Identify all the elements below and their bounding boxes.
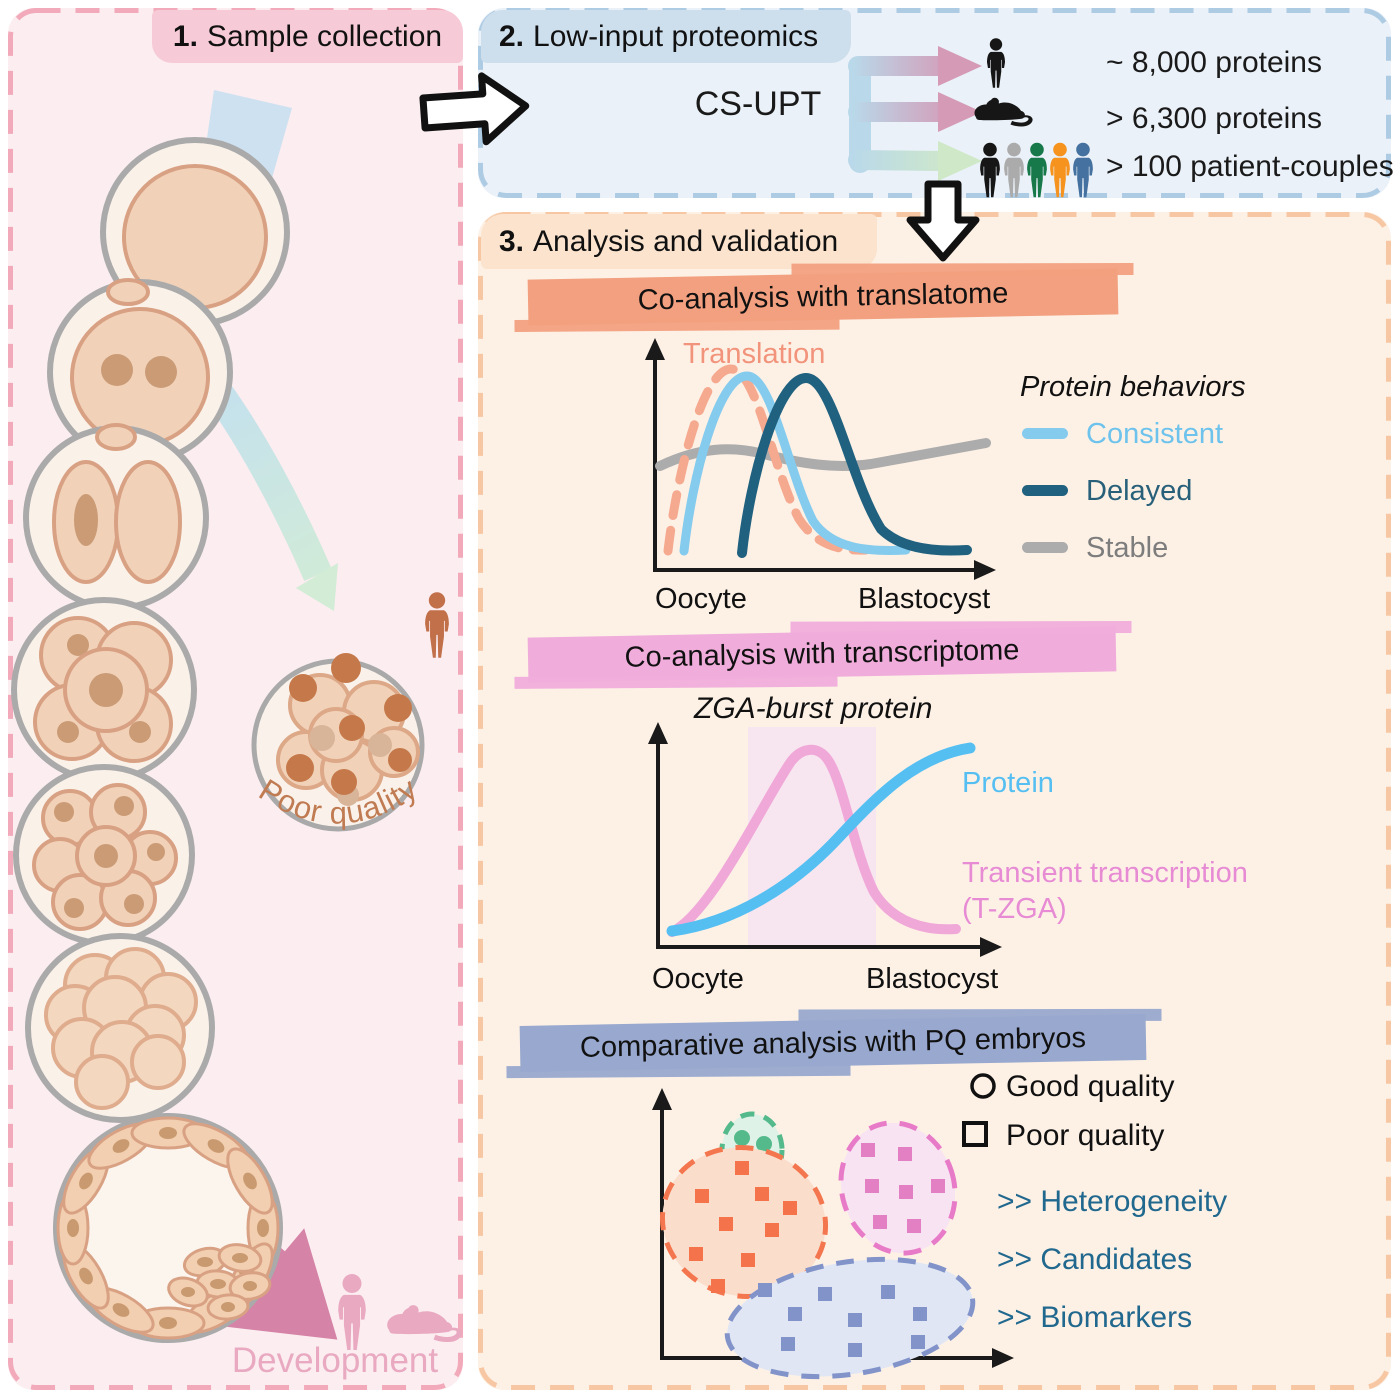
panel3-number: 3. (499, 224, 525, 258)
panel2-title-label: Low-input proteomics (533, 19, 819, 53)
panel3-title: 3. Analysis and validation (481, 214, 877, 269)
panel3-title-label: Analysis and validation (533, 224, 839, 258)
analysis-validation-panel (478, 212, 1391, 1390)
panel2-number: 2. (499, 19, 525, 53)
panel1-title-label: Sample collection (206, 19, 443, 53)
sample-collection-panel (8, 8, 463, 1390)
panel1-number: 1. (172, 19, 198, 53)
human-proteins-count: ~ 8,000 proteins (1106, 46, 1322, 79)
mouse-proteins-count: > 6,300 proteins (1106, 102, 1322, 135)
panel1-title: 1. Sample collection (152, 10, 463, 63)
transcriptome-band-label: Co-analysis with transcriptome (624, 634, 1020, 674)
panel2-title: 2. Low-input proteomics (481, 10, 851, 63)
comparative-band-label: Comparative analysis with PQ embryos (579, 1021, 1087, 1064)
translatome-band-label: Co-analysis with translatome (637, 276, 1009, 317)
method-label: CS-UPT (694, 84, 822, 123)
patient-couples-count: > 100 patient-couples (1106, 150, 1394, 183)
